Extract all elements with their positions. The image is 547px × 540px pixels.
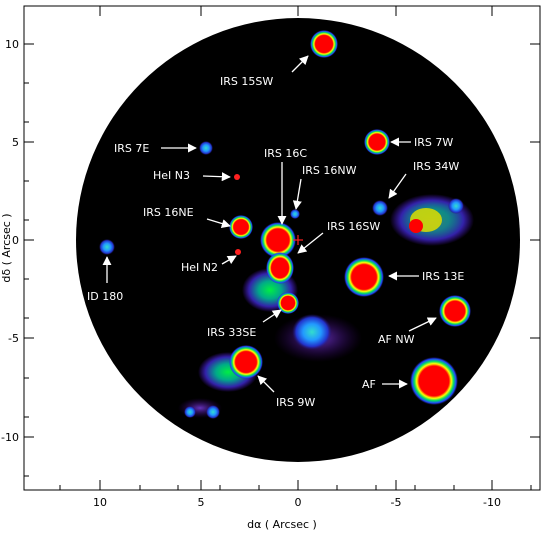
source-irs16nw [290,209,300,219]
label-irs9w: IRS 9W [276,396,315,409]
x-axis-label: dα ( Arcsec ) [247,518,317,531]
center-cross-marker [293,235,303,245]
x-tick-label: 0 [295,496,302,509]
label-irs7e: IRS 7E [114,142,149,155]
y-tick-label: -5 [8,332,19,345]
x-tick-label: 5 [198,496,205,509]
label-irs16nw: IRS 16NW [302,164,357,177]
label-irs33se: IRS 33SE [207,326,256,339]
source-labels: IRS 15SW IRS 7E IRS 7W IRS 16C IRS 16NW … [87,75,464,409]
y-ticks [24,43,540,477]
label-irs13e: IRS 13E [422,270,464,283]
source-hein2 [235,249,241,255]
x-tick-label: 10 [93,496,107,509]
y-tick-label: 0 [12,234,19,247]
x-tick-label: -10 [483,496,501,509]
x-tick-label: -5 [391,496,402,509]
source-irs7w [364,129,390,155]
label-irs16sw: IRS 16SW [327,220,380,233]
label-hein3: HeI N3 [153,169,190,182]
x-ticks [59,6,532,490]
source-irs33se [277,292,299,314]
label-hein2: HeI N2 [181,261,218,274]
y-tick-label: -10 [1,431,19,444]
y-axis-label: dδ ( Arcsec ) [0,213,13,282]
y-tick-label: 5 [12,136,19,149]
source-irs13e [344,257,384,297]
label-afnw: AF NW [378,333,415,346]
emission-map [99,30,474,419]
label-irs16c: IRS 16C [264,147,307,160]
source-af [410,357,458,405]
source-hein3 [234,174,240,180]
y-tick-label: 10 [5,38,19,51]
label-irs15sw: IRS 15SW [220,75,273,88]
source-irs34w-core [409,219,423,233]
label-irs7w: IRS 7W [414,136,453,149]
label-af: AF [362,378,376,391]
source-irs9w [229,345,263,379]
label-arrows [102,55,437,393]
source-irs16c [260,222,296,258]
source-irs15sw [310,30,338,58]
label-id180: ID 180 [87,290,123,303]
label-irs34w: IRS 34W [413,160,459,173]
source-irs16sw [266,252,294,284]
source-irs7e [199,141,213,155]
label-irs16ne: IRS 16NE [143,206,194,219]
source-id180 [99,239,115,255]
source-irs16ne [229,215,253,239]
source-afnw [439,295,471,327]
source-irs34w [372,200,388,216]
